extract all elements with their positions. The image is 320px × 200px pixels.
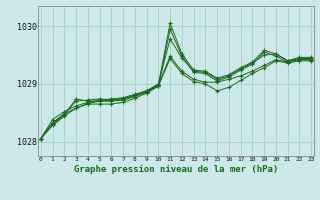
X-axis label: Graphe pression niveau de la mer (hPa): Graphe pression niveau de la mer (hPa) [74, 165, 278, 174]
